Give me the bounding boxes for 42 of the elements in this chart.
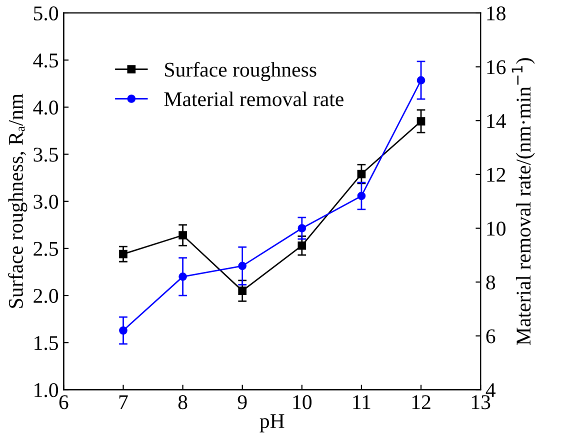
y-tick-label: 4.0: [33, 100, 58, 115]
legend-label: Material removal rate: [164, 92, 344, 106]
point: [178, 272, 187, 281]
x-tick-label: 12: [412, 395, 430, 410]
y-tick-label: 2.5: [34, 242, 58, 256]
y2-tick-label: 6: [486, 329, 496, 344]
point: [178, 231, 187, 240]
x-tick-label: 10: [293, 395, 312, 410]
y2-tick-label: 8: [486, 275, 496, 290]
y-tick-label: 3.5: [34, 148, 58, 162]
legend-label: Surface roughness: [165, 62, 316, 82]
y2-tick-label: 14: [487, 114, 506, 128]
y2-tick-label: 4: [486, 383, 496, 397]
x-tick-label: 8: [178, 395, 188, 410]
y2-tick-label: 10: [487, 222, 506, 236]
y-tick-label: 4.5: [33, 54, 58, 68]
y-tick-label: 1.0: [34, 383, 58, 398]
x-tick-label: 9: [238, 395, 247, 410]
point: [298, 241, 306, 250]
x-tick-label: 7: [119, 395, 128, 410]
point: [416, 76, 426, 84]
point: [119, 250, 128, 258]
y-tick-label: 3.0: [34, 194, 58, 209]
y2-tick-label: 18: [487, 6, 506, 20]
y2-axis-title: Material removal rate/(nm·min$^{−1}$): [512, 58, 535, 346]
x-tick-label: 11: [353, 395, 370, 410]
y-tick-label: 5.0: [34, 6, 58, 21]
y-axis-title: Surface roughness, Rₐ/nm: [8, 94, 28, 308]
x-tick-label: 6: [59, 395, 68, 410]
x-axis-title: pH: [260, 414, 284, 432]
y2-tick-label: 12: [487, 168, 506, 182]
point: [238, 286, 247, 295]
y2-tick-label: 16: [487, 60, 506, 74]
point: [238, 262, 247, 270]
y-tick-label: 1.5: [34, 336, 58, 350]
point: [119, 326, 128, 335]
point: [416, 117, 426, 126]
point: [357, 170, 366, 178]
y-tick-label: 2.0: [34, 288, 58, 304]
point: [298, 224, 306, 232]
point: [357, 192, 366, 200]
x-tick-label: 13: [472, 395, 490, 410]
